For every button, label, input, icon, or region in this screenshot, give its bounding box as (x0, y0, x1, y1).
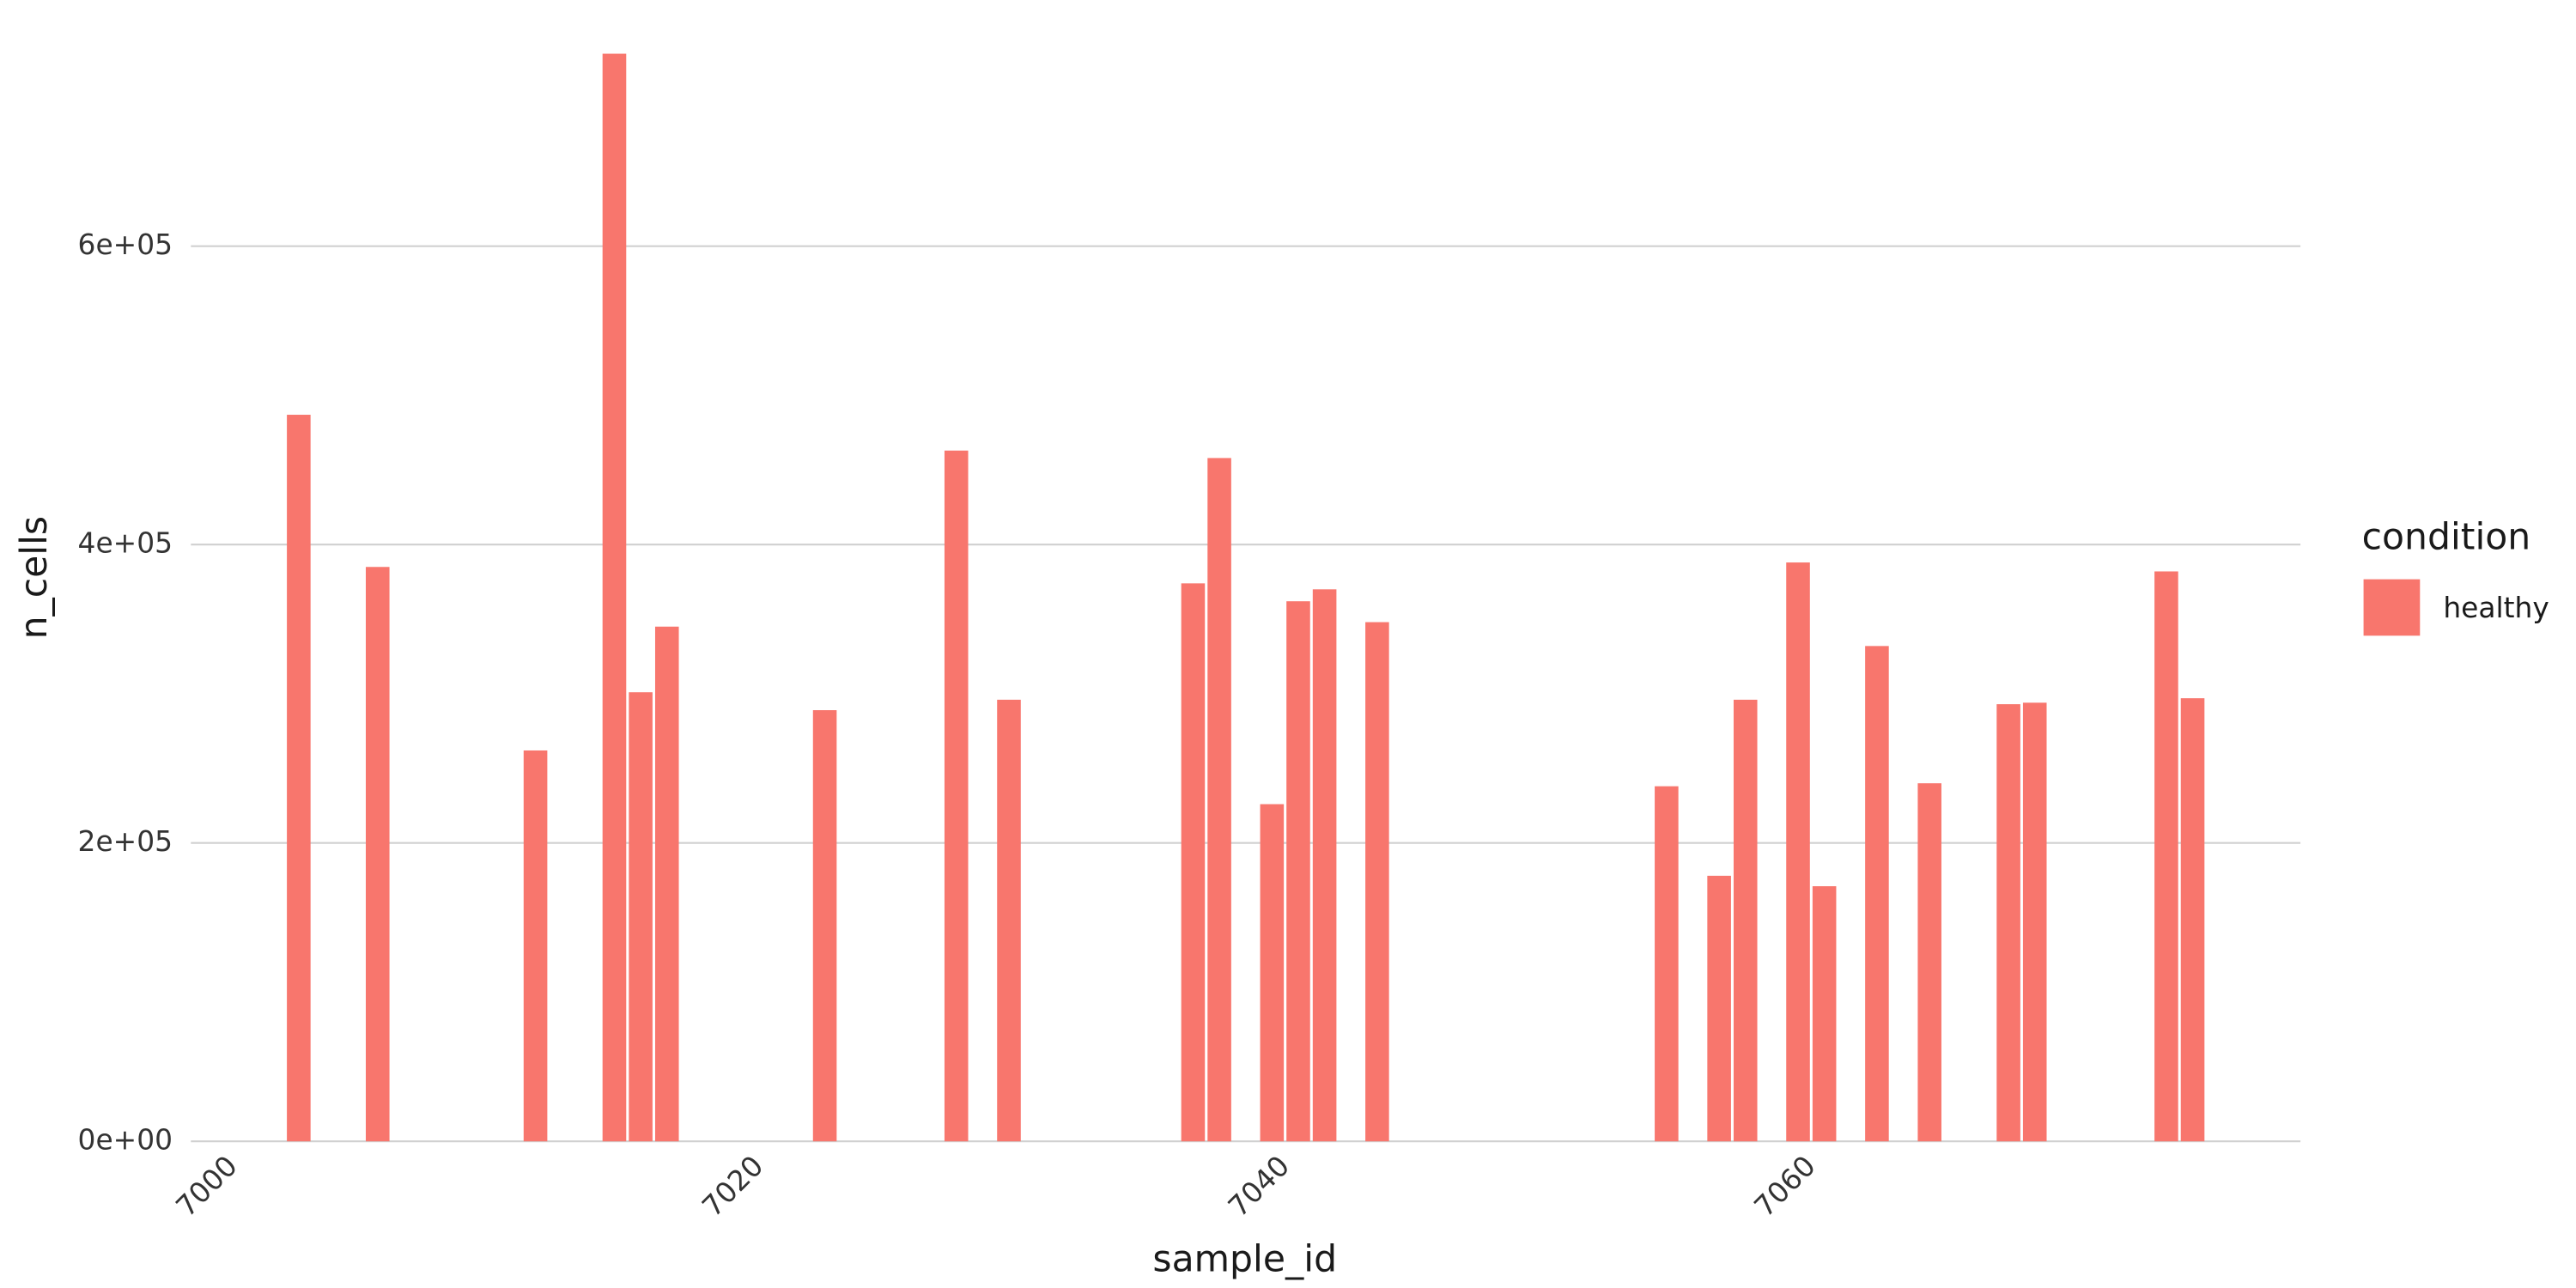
bar (602, 53, 627, 1142)
bar (1733, 699, 1758, 1142)
y-tick-label: 4e+05 (78, 526, 173, 560)
bar (1707, 875, 1731, 1142)
bar (1260, 804, 1285, 1142)
bar (629, 692, 653, 1142)
bar (2022, 702, 2047, 1142)
bar (1312, 589, 1337, 1142)
x-tick-label: 7000 (169, 1149, 244, 1224)
y-tick-label: 6e+05 (78, 228, 173, 261)
bar (1207, 458, 1231, 1142)
bar (812, 710, 837, 1142)
bar (1917, 783, 1941, 1142)
y-axis-title: n_cells (14, 516, 56, 640)
legend-title: condition (2362, 517, 2531, 559)
bar (2180, 698, 2205, 1142)
bar (1365, 622, 1389, 1142)
legend-key (2363, 579, 2421, 636)
legend-label: healthy (2443, 591, 2549, 624)
bar (1786, 562, 1810, 1142)
bar (1655, 786, 1679, 1142)
bar (523, 750, 548, 1142)
bar (1181, 583, 1206, 1142)
x-tick-label: 7060 (1747, 1149, 1822, 1224)
bar (1812, 886, 1837, 1142)
x-axis-title: sample_id (1152, 1239, 1337, 1281)
y-tick-label: 2e+05 (78, 824, 173, 858)
bar (997, 699, 1021, 1142)
bar (944, 450, 969, 1142)
bar (1286, 601, 1310, 1142)
bar (1996, 704, 2020, 1142)
bar (654, 626, 679, 1142)
x-tick-label: 7040 (1221, 1149, 1296, 1224)
bar (1865, 646, 1889, 1142)
x-tick-label: 7020 (696, 1149, 770, 1224)
bar (366, 567, 390, 1142)
y-tick-label: 0e+00 (78, 1123, 173, 1157)
bar (287, 415, 311, 1142)
bar (2154, 571, 2178, 1142)
